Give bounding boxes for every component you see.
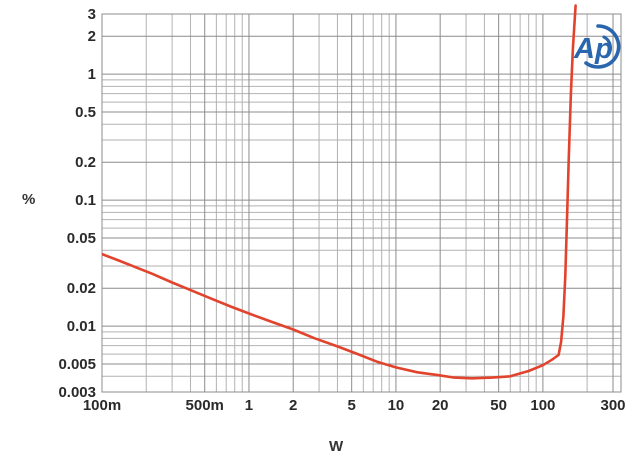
y-tick-label: 0.02 [67, 280, 96, 297]
x-tick-label: 20 [432, 397, 449, 414]
x-axis-tick-labels: 100m 500m 1 2 5 10 20 50 100 300 [83, 397, 626, 414]
y-tick-label: 1 [88, 66, 96, 83]
plot-border [101, 13, 622, 393]
x-tick-label: 2 [289, 397, 297, 414]
y-tick-label: 0.5 [75, 104, 96, 121]
y-axis-tick-labels: 3 2 1 0.5 0.2 0.1 0.05 0.02 0.01 0.005 0.003 [58, 6, 96, 401]
x-tick-label: 100 [530, 397, 555, 414]
y-tick-label: 0.005 [58, 356, 96, 373]
logo-outer-arc-icon [584, 24, 621, 69]
x-tick-label: 500m [186, 397, 224, 414]
logo-text: Ap [573, 33, 613, 65]
x-tick-label: 1 [245, 397, 253, 414]
y-tick-label: 0.003 [58, 384, 96, 401]
thd-curve [102, 4, 577, 380]
logo-inner-arc-icon [602, 35, 612, 58]
y-axis-unit-label: % [22, 191, 35, 208]
audio-precision-logo: Ap [573, 24, 621, 69]
gridlines-major [101, 13, 621, 393]
y-tick-label: 2 [88, 28, 96, 45]
x-tick-label: 5 [348, 397, 356, 414]
y-tick-label: 0.2 [75, 154, 96, 171]
y-tick-label: 0.1 [75, 192, 96, 209]
data-curve-layer [102, 4, 577, 380]
x-tick-label: 300 [600, 397, 625, 414]
x-axis-unit-label: W [329, 438, 344, 455]
y-tick-label: 3 [88, 6, 96, 23]
x-tick-label: 100m [83, 397, 121, 414]
y-tick-label: 0.05 [67, 230, 96, 247]
y-tick-label: 0.01 [67, 318, 96, 335]
x-tick-label: 10 [388, 397, 405, 414]
x-tick-label: 50 [490, 397, 507, 414]
gridlines-minor [102, 14, 621, 392]
